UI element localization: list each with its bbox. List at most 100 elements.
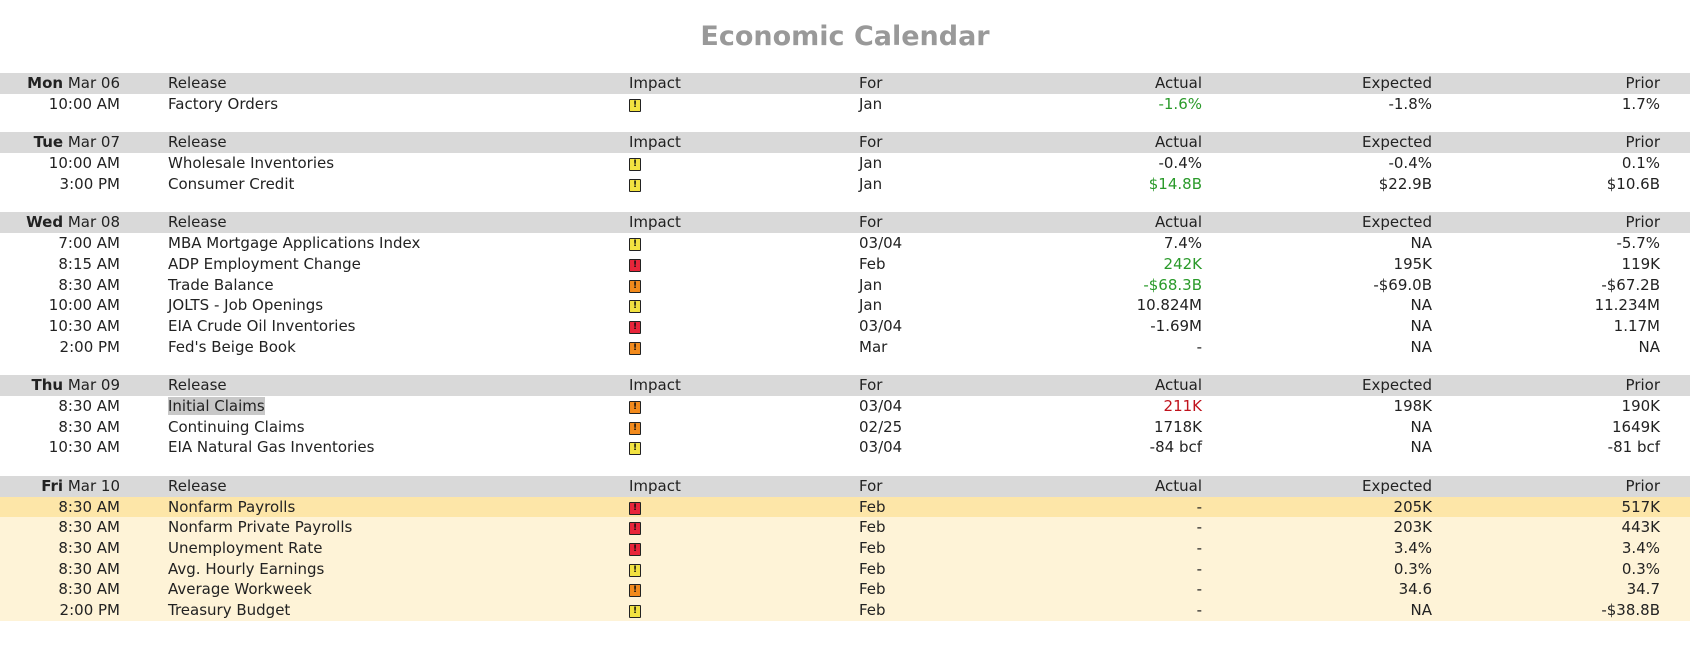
event-release-link[interactable]: Nonfarm Private Payrolls [168,518,353,537]
event-time: 8:30 AM [58,396,120,415]
event-period: Feb [859,497,886,516]
event-period: 03/04 [859,438,903,457]
event-time: 8:30 AM [58,559,120,578]
event-expected: NA [1410,601,1432,620]
column-header-release: Release [168,213,227,232]
event-row[interactable]: 2:00 PM Treasury Budget! Feb - NA -$38.8B [0,600,1690,621]
event-release-link[interactable]: Initial Claims [168,396,265,415]
event-release-cell: Consumer Credit [168,174,294,195]
event-period: Jan [859,154,883,173]
event-row[interactable]: 10:30 AM EIA Natural Gas Inventories! 03/0… [0,437,1690,458]
event-row[interactable]: 8:30 AM Continuing Claims! 02/25 1718K NA 164… [0,417,1690,438]
event-release-link[interactable]: MBA Mortgage Applications Index [168,234,421,253]
event-release-link[interactable]: Treasury Budget [168,601,291,620]
event-release-link[interactable]: Fed's Beige Book [168,337,296,356]
day-weekday: Thu [31,376,64,395]
impact-high-icon: ! [629,501,641,515]
impact-high-icon: ! [629,543,641,557]
event-release-cell: Average Workweek [168,579,312,600]
event-release-link[interactable]: ADP Employment Change [168,254,361,273]
event-expected: NA [1410,296,1432,315]
day-header-row: Fri Mar 10 Release Impact For Actual Expected… [0,476,1690,497]
event-prior: -$67.2B [1601,275,1660,294]
event-row[interactable]: 8:30 AM Nonfarm Payrolls! Feb - 205K 517K [0,496,1690,518]
event-period: 02/25 [859,417,903,436]
event-row[interactable]: 10:00 AM JOLTS - Job Openings! Jan 10.824M N… [0,295,1690,316]
day-header-row: Wed Mar 08 Release Impact For Actual Expected… [0,212,1690,234]
event-release-link[interactable]: EIA Crude Oil Inventories [168,316,356,335]
event-row[interactable]: 8:30 AM Initial Claims! 03/04 211K 198K 190K [0,396,1690,417]
event-actual: 211K [1163,396,1202,415]
event-release-cell: Unemployment Rate [168,538,322,559]
impact-low-icon: ! [629,605,641,619]
column-header-for: For [859,213,883,232]
column-header-for: For [859,133,883,152]
impact-low-icon: ! [629,238,641,252]
column-header-actual: Actual [1155,477,1202,495]
event-expected: 3.4% [1393,539,1432,558]
event-actual: - [1196,337,1202,356]
event-expected: 203K [1393,518,1432,537]
event-release-cell: Initial Claims [168,396,265,417]
event-release-link[interactable]: JOLTS - Job Openings [168,296,324,315]
event-row[interactable]: 10:00 AM Wholesale Inventories! Jan -0.4% -0… [0,153,1690,174]
event-expected: $22.9B [1378,174,1432,193]
event-period: Feb [859,601,886,620]
column-header-for: For [859,74,883,92]
event-release-link[interactable]: Average Workweek [168,580,312,599]
column-header-actual: Actual [1155,133,1202,152]
event-time: 2:00 PM [59,337,120,356]
event-time: 8:15 AM [58,254,120,273]
page-title: Economic Calendar [700,21,990,52]
event-release-link[interactable]: Wholesale Inventories [168,154,335,173]
event-release-link[interactable]: Trade Balance [168,275,274,294]
event-release-link[interactable]: Nonfarm Payrolls [168,497,296,516]
event-release-cell: Continuing Claims [168,417,305,438]
event-release-link[interactable]: Consumer Credit [168,174,295,193]
event-row[interactable]: 8:30 AM Trade Balance! Jan -$68.3B -$69.0B -$… [0,275,1690,296]
event-release-cell: EIA Crude Oil Inventories [168,316,356,337]
event-prior: -$38.8B [1601,601,1660,620]
event-prior: $10.6B [1606,174,1660,193]
event-row[interactable]: 8:30 AM Nonfarm Private Payrolls! Feb - 203K… [0,517,1690,539]
impact-high-icon: ! [629,320,641,334]
event-actual: - [1196,601,1202,620]
event-period: 03/04 [859,234,903,253]
day-weekday: Mon [27,74,64,92]
event-actual: -84 bcf [1149,438,1202,457]
day-label: Fri Mar 10 [41,476,120,497]
event-time: 7:00 AM [58,234,120,253]
event-row[interactable]: 10:00 AM Factory Orders! Jan -1.6% -1.8% 1.7% [0,94,1690,115]
event-row[interactable]: 8:15 AM ADP Employment Change! Feb 242K 195K… [0,254,1690,275]
event-time: 8:30 AM [58,417,120,436]
event-prior: 443K [1621,518,1660,537]
event-row[interactable]: 10:30 AM EIA Crude Oil Inventories! 03/04 -… [0,316,1690,337]
event-row[interactable]: 3:00 PM Consumer Credit! Jan $14.8B $22.9B $1… [0,174,1690,195]
event-release-link[interactable]: Avg. Hourly Earnings [168,559,325,578]
event-release-link[interactable]: EIA Natural Gas Inventories [168,438,375,457]
column-header-actual: Actual [1155,74,1202,92]
event-row[interactable]: 8:30 AM Average Workweek! Feb - 34.6 34.7 [0,579,1690,601]
event-release-cell: Wholesale Inventories [168,153,334,174]
day-date: Mar 08 [67,213,120,232]
event-prior: -81 bcf [1607,438,1660,457]
event-release-link[interactable]: Factory Orders [168,94,279,113]
event-row[interactable]: 2:00 PM Fed's Beige Book! Mar - NA NA [0,337,1690,358]
event-period: Feb [859,539,886,558]
event-row[interactable]: 8:30 AM Unemployment Rate! Feb - 3.4% 3.4% [0,538,1690,559]
event-row[interactable]: 8:30 AM Avg. Hourly Earnings! Feb - 0.3% 0.3% [0,558,1690,580]
impact-low-icon: ! [629,442,641,456]
event-release-link[interactable]: Continuing Claims [168,417,305,436]
day-date: Mar 06 [67,74,120,92]
event-row[interactable]: 7:00 AM MBA Mortgage Applications Index! 0… [0,233,1690,254]
event-expected: 198K [1393,396,1432,415]
event-release-link[interactable]: Unemployment Rate [168,539,323,558]
event-expected: NA [1410,417,1432,436]
event-release-cell: Fed's Beige Book [168,337,296,358]
event-expected: NA [1410,316,1432,335]
event-actual: 7.4% [1163,234,1202,253]
event-release-cell: Factory Orders [168,94,278,115]
event-actual: - [1196,539,1202,558]
event-time: 10:00 AM [48,154,120,173]
event-release-cell: Avg. Hourly Earnings [168,559,324,580]
